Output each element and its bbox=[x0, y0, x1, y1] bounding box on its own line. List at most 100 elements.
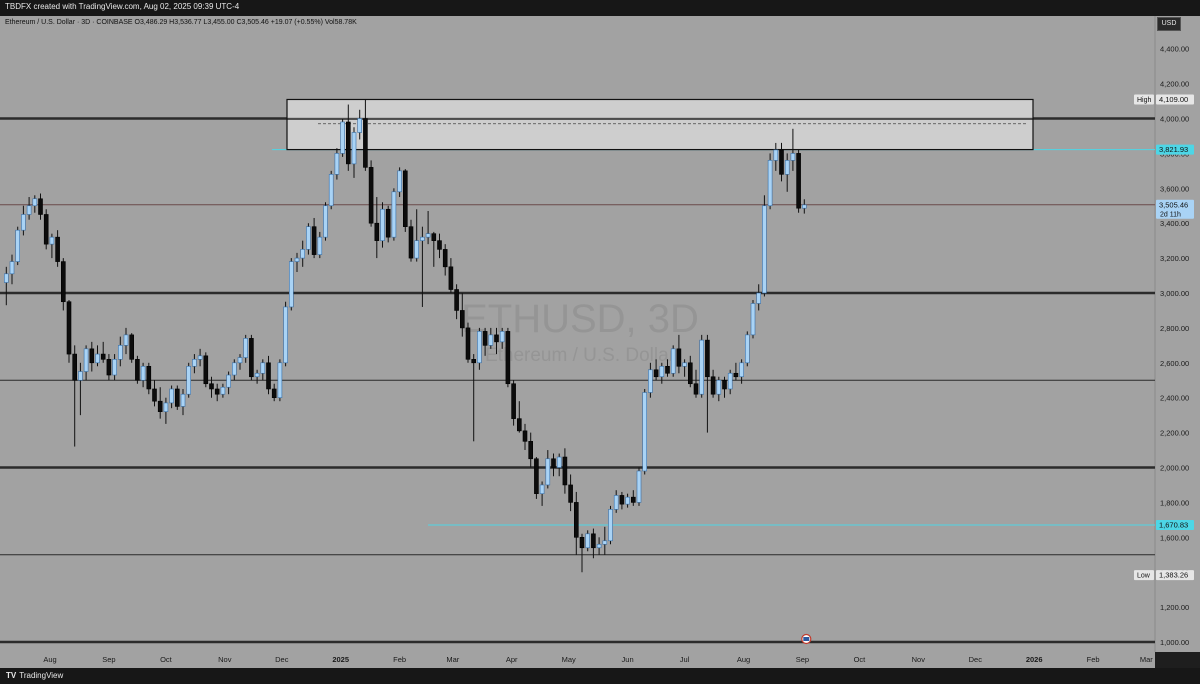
candle[interactable] bbox=[693, 369, 699, 398]
candle[interactable] bbox=[534, 457, 539, 499]
candle[interactable] bbox=[659, 362, 665, 384]
candle[interactable] bbox=[345, 104, 351, 171]
candle[interactable] bbox=[539, 481, 545, 506]
candle[interactable] bbox=[670, 345, 676, 377]
candle[interactable] bbox=[494, 327, 499, 355]
candle[interactable] bbox=[499, 327, 505, 349]
candle[interactable] bbox=[448, 258, 454, 293]
candle[interactable] bbox=[511, 380, 516, 426]
candle[interactable] bbox=[482, 327, 488, 356]
candle[interactable] bbox=[32, 195, 38, 213]
candle[interactable] bbox=[385, 205, 391, 243]
candle[interactable] bbox=[682, 359, 687, 377]
candle[interactable] bbox=[642, 388, 648, 475]
candle[interactable] bbox=[363, 99, 368, 171]
candle[interactable] bbox=[135, 355, 140, 384]
candle[interactable] bbox=[334, 148, 340, 180]
candle[interactable] bbox=[294, 252, 300, 273]
candle[interactable] bbox=[380, 202, 385, 248]
candle[interactable] bbox=[796, 149, 801, 213]
candle[interactable] bbox=[163, 397, 169, 424]
candle[interactable] bbox=[773, 142, 779, 171]
candle[interactable] bbox=[545, 450, 551, 489]
candle[interactable] bbox=[209, 376, 214, 398]
candle[interactable] bbox=[214, 383, 220, 402]
candle[interactable] bbox=[146, 362, 152, 395]
candle[interactable] bbox=[562, 448, 568, 494]
candle[interactable] bbox=[357, 109, 363, 140]
candle[interactable] bbox=[790, 128, 796, 171]
candle[interactable] bbox=[459, 293, 465, 337]
candle[interactable] bbox=[243, 334, 248, 363]
candle[interactable] bbox=[397, 167, 402, 198]
candle[interactable] bbox=[21, 205, 26, 236]
candle[interactable] bbox=[43, 209, 49, 250]
candle[interactable] bbox=[186, 362, 191, 398]
candle[interactable] bbox=[323, 202, 328, 241]
candle[interactable] bbox=[140, 362, 146, 388]
time-axis[interactable] bbox=[0, 652, 1155, 668]
candle[interactable] bbox=[591, 528, 596, 559]
candle[interactable] bbox=[425, 210, 431, 245]
candle[interactable] bbox=[152, 380, 157, 407]
candle[interactable] bbox=[733, 362, 739, 381]
candle[interactable] bbox=[636, 467, 642, 506]
candle[interactable] bbox=[722, 376, 727, 398]
candle[interactable] bbox=[727, 369, 733, 395]
candle[interactable] bbox=[266, 355, 271, 395]
candle[interactable] bbox=[300, 240, 306, 267]
candle[interactable] bbox=[237, 354, 243, 370]
candle[interactable] bbox=[716, 376, 722, 402]
candle[interactable] bbox=[471, 354, 477, 442]
candle[interactable] bbox=[100, 341, 106, 363]
candle[interactable] bbox=[522, 423, 528, 451]
candle[interactable] bbox=[249, 334, 254, 381]
candle[interactable] bbox=[340, 118, 345, 157]
candle[interactable] bbox=[619, 491, 625, 510]
candle[interactable] bbox=[420, 226, 425, 307]
candle[interactable] bbox=[784, 153, 790, 192]
event-flag-icon[interactable] bbox=[801, 633, 812, 645]
candle[interactable] bbox=[756, 284, 762, 311]
candle[interactable] bbox=[648, 362, 653, 398]
candle[interactable] bbox=[4, 266, 9, 306]
candle[interactable] bbox=[197, 348, 203, 367]
candle[interactable] bbox=[180, 388, 186, 416]
candle[interactable] bbox=[123, 327, 129, 355]
candle[interactable] bbox=[414, 209, 420, 262]
candle[interactable] bbox=[129, 333, 134, 363]
candle[interactable] bbox=[585, 530, 591, 552]
candle[interactable] bbox=[408, 219, 414, 262]
candle[interactable] bbox=[78, 362, 83, 416]
candle[interactable] bbox=[551, 453, 556, 477]
candle[interactable] bbox=[49, 233, 55, 259]
candle[interactable] bbox=[477, 327, 482, 370]
candle[interactable] bbox=[744, 331, 750, 367]
candle[interactable] bbox=[653, 359, 659, 381]
candle[interactable] bbox=[579, 533, 585, 573]
candle[interactable] bbox=[516, 401, 522, 433]
candle[interactable] bbox=[260, 359, 266, 381]
candle[interactable] bbox=[488, 327, 494, 349]
candle[interactable] bbox=[739, 359, 744, 384]
candle[interactable] bbox=[220, 383, 226, 398]
candle[interactable] bbox=[391, 188, 397, 241]
candle[interactable] bbox=[89, 341, 95, 372]
candle[interactable] bbox=[283, 301, 288, 367]
candle[interactable] bbox=[602, 526, 608, 555]
candle[interactable] bbox=[556, 453, 562, 477]
candle[interactable] bbox=[767, 153, 773, 210]
supply-zone[interactable] bbox=[286, 98, 1034, 151]
candle[interactable] bbox=[95, 345, 100, 367]
candle[interactable] bbox=[192, 354, 197, 374]
candle[interactable] bbox=[779, 142, 784, 182]
candle[interactable] bbox=[288, 258, 294, 311]
candle[interactable] bbox=[9, 254, 15, 285]
candle[interactable] bbox=[699, 334, 705, 398]
candle[interactable] bbox=[431, 231, 437, 267]
candle[interactable] bbox=[72, 345, 77, 447]
candle[interactable] bbox=[374, 197, 380, 259]
candle[interactable] bbox=[442, 244, 448, 276]
candle[interactable] bbox=[254, 369, 260, 384]
candle[interactable] bbox=[157, 387, 163, 419]
